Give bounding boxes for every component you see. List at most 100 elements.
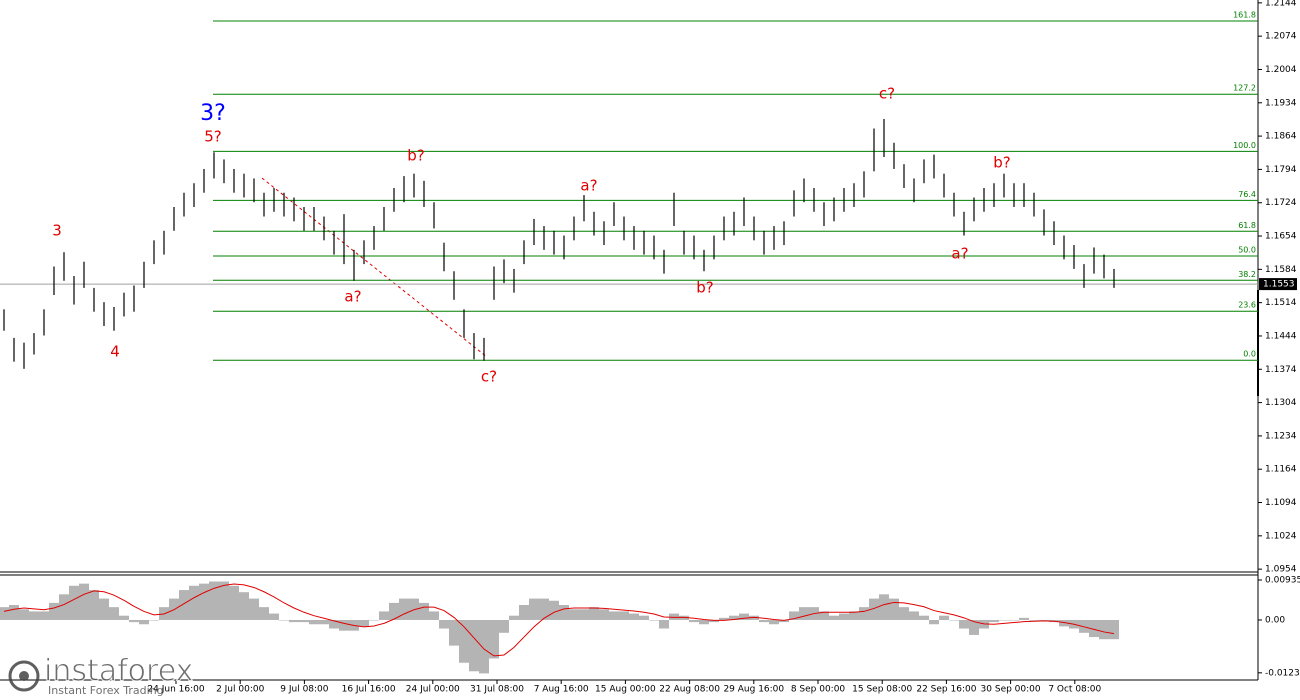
macd-bar [739, 613, 749, 620]
x-tick-label: 24 Jun 16:00 [147, 685, 204, 695]
macd-bar [519, 605, 529, 620]
y-tick-label: 1.1094 [1265, 498, 1297, 508]
macd-bar [1059, 619, 1069, 627]
macd-bar [1089, 619, 1099, 638]
macd-bar [299, 619, 309, 623]
macd-bar [909, 611, 919, 620]
wave-label: 5? [204, 128, 222, 146]
macd-bar [29, 611, 39, 620]
macd-bar [179, 590, 189, 620]
macd-bar [89, 590, 99, 620]
macd-bar [449, 619, 459, 646]
macd-bar [479, 619, 489, 674]
macd-bar [69, 585, 79, 620]
macd-bar [1029, 619, 1039, 621]
macd-bar [939, 615, 949, 620]
y-tick-label: 1.2004 [1265, 65, 1297, 75]
y-tick-label: 0.00935 [1265, 576, 1300, 586]
macd-bar [439, 619, 449, 629]
wave-label: a? [344, 288, 361, 306]
logo: instaforex Instant Forex Trading [8, 653, 194, 697]
macd-bar [39, 611, 49, 620]
macd-bar [599, 609, 609, 620]
macd-bar [569, 609, 579, 620]
x-tick-label: 2 Jul 00:00 [216, 685, 265, 695]
y-tick-label: 1.1024 [1265, 531, 1297, 541]
macd-bar [9, 605, 19, 620]
macd-bar [99, 598, 109, 620]
wave-label: b? [407, 147, 424, 165]
macd-bar [219, 581, 229, 620]
macd-bar [579, 609, 589, 620]
macd-bar [619, 611, 629, 620]
macd-bar [849, 611, 859, 620]
x-tick-label: 16 Jul 16:00 [342, 685, 396, 695]
fib-label: 127.2 [1233, 84, 1256, 93]
macd-bar [369, 619, 379, 621]
macd-bar [79, 583, 89, 620]
y-tick-label: 1.1794 [1265, 165, 1297, 175]
macd-bar [559, 605, 569, 620]
macd-bar [669, 613, 679, 620]
macd-bar [489, 619, 499, 659]
macd-bar [779, 619, 789, 623]
macd-bar [379, 611, 389, 620]
fib-label: 61.8 [1238, 221, 1256, 230]
macd-bar [699, 619, 709, 625]
macd-bar [339, 619, 349, 631]
macd-bar [1009, 619, 1019, 621]
macd-bar [949, 619, 959, 621]
macd-bar [499, 619, 509, 633]
wave-label: b? [696, 279, 713, 297]
fib-label: 76.4 [1238, 190, 1256, 199]
wave-label: 4 [110, 343, 120, 361]
macd-signal [3, 583, 1115, 657]
y-tick-label: 1.1234 [1265, 431, 1297, 441]
macd-bar [279, 619, 289, 621]
macd-bar [119, 615, 129, 620]
macd-bar [629, 613, 639, 620]
logo-name: instaforex [44, 654, 193, 689]
y-tick-label: 1.1934 [1265, 98, 1297, 108]
macd-bar [209, 581, 219, 620]
macd-bar [309, 619, 319, 625]
macd-bar [239, 592, 249, 620]
macd-bar [929, 619, 939, 625]
macd-bar [129, 619, 139, 623]
macd-bar [659, 619, 669, 629]
macd-bar [1109, 619, 1119, 640]
macd-bar [899, 607, 909, 620]
y-tick-label: 1.1374 [1265, 365, 1297, 375]
macd-bar [19, 609, 29, 620]
logo-icon [8, 660, 40, 692]
y-tick-label: 1.1724 [1265, 198, 1297, 208]
macd-bar [839, 613, 849, 620]
last-price-label: 1.1553 [1263, 280, 1295, 290]
macd-bar [1099, 619, 1109, 640]
macd-bar [329, 619, 339, 629]
x-tick-label: 22 Aug 08:00 [659, 685, 720, 695]
macd-bar [189, 585, 199, 620]
x-tick-label: 15 Aug 00:00 [595, 685, 656, 695]
wave-label: 3? [200, 101, 226, 126]
macd-bar [999, 619, 1009, 621]
x-tick-label: 7 Oct 08:00 [1048, 685, 1101, 695]
macd-bar [759, 619, 769, 623]
wave-label: b? [993, 154, 1010, 172]
macd-bar [389, 602, 399, 620]
x-tick-label: 15 Sep 08:00 [852, 685, 912, 695]
macd-bar [429, 611, 439, 620]
macd-bar [719, 617, 729, 620]
macd-bar [969, 619, 979, 635]
wave-label: a? [580, 177, 597, 195]
x-tick-label: 8 Sep 00:00 [791, 685, 846, 695]
fib-label: 38.2 [1238, 270, 1256, 279]
y-tick-label: 1.1164 [1265, 465, 1297, 475]
wave-label: a? [951, 245, 968, 263]
macd-bar [989, 619, 999, 623]
macd-bar [789, 611, 799, 620]
y-tick-label: 1.0954 [1265, 565, 1297, 575]
y-tick-label: 1.2144 [1265, 0, 1297, 8]
